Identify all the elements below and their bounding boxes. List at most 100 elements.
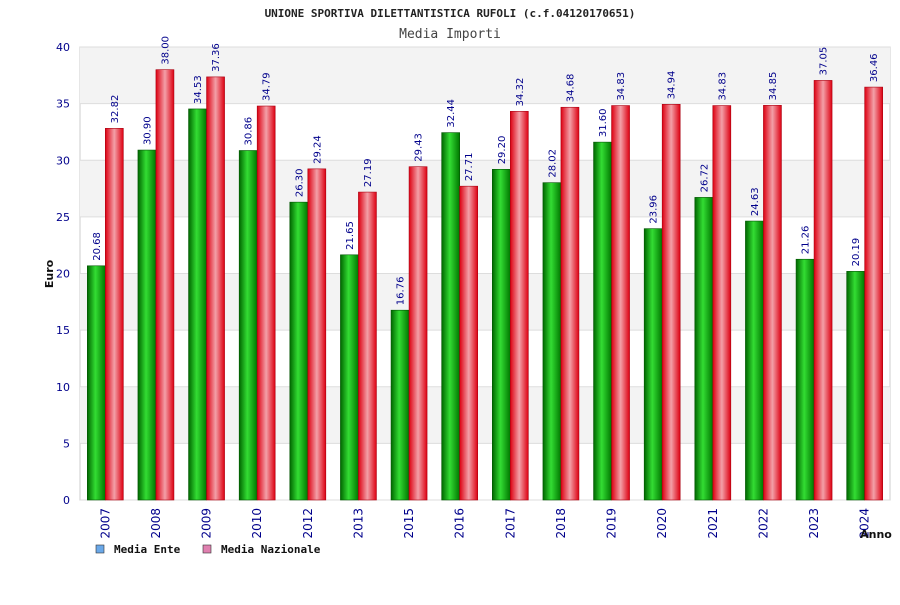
bar-media-nazionale — [206, 76, 225, 501]
bar-value-label: 36.46 — [869, 53, 880, 82]
chart-title: UNIONE SPORTIVA DILETTANTISTICA RUFOLI (… — [265, 7, 636, 20]
y-axis-label: Euro — [43, 259, 56, 288]
legend-label-media-nazionale: Media Nazionale — [221, 543, 321, 556]
y-tick-label: 20 — [56, 268, 70, 281]
y-tick-label: 10 — [56, 381, 70, 394]
bar-media-nazionale — [712, 105, 732, 501]
bar-value-label: 29.24 — [312, 135, 323, 164]
bar-media-nazionale — [459, 185, 478, 501]
bar-media-nazionale — [661, 104, 681, 501]
legend-swatch-media-nazionale — [202, 544, 212, 554]
bars — [87, 69, 883, 501]
bar-media-ente — [643, 228, 663, 501]
x-tick-label: 2008 — [149, 508, 163, 539]
bar-media-nazionale — [256, 105, 276, 501]
bar-value-label: 28.02 — [547, 149, 558, 178]
bar-value-label: 34.94 — [667, 71, 678, 100]
y-tick-label: 30 — [56, 154, 70, 167]
bar-media-nazionale — [510, 111, 529, 501]
bar-value-label: 34.53 — [193, 75, 204, 104]
bar-value-label: 37.36 — [211, 43, 222, 72]
bar-media-ente — [795, 258, 815, 501]
bar-media-nazionale — [307, 168, 327, 501]
x-tick-label: 2009 — [200, 508, 214, 539]
x-tick-label: 2019 — [605, 508, 619, 539]
bar-media-ente — [593, 141, 612, 501]
bar-media-ente — [846, 271, 865, 501]
bar-value-label: 30.90 — [142, 116, 153, 145]
x-tick-label: 2021 — [706, 508, 720, 539]
bar-media-nazionale — [611, 105, 630, 501]
bar-value-label: 21.26 — [801, 226, 812, 255]
bar-media-nazionale — [155, 69, 175, 501]
x-tick-label: 2023 — [807, 508, 821, 539]
y-tick-label: 40 — [56, 41, 70, 54]
bar-value-label: 16.76 — [396, 277, 407, 306]
x-axis-label: Anno — [860, 528, 892, 541]
bar-media-nazionale — [105, 128, 124, 501]
bar-value-label: 38.00 — [160, 36, 171, 65]
bar-media-nazionale — [813, 80, 833, 501]
bar-value-label: 34.68 — [565, 74, 576, 103]
bar-media-nazionale — [560, 106, 580, 501]
x-axis-ticks: 2007 2008 2009 2010 2012 2013 2015 2016 2017 2018… — [98, 508, 871, 539]
bar-media-ente — [492, 169, 511, 501]
legend-swatch-media-ente — [95, 544, 105, 554]
x-tick-label: 2013 — [351, 508, 365, 539]
bar-media-ente — [289, 201, 309, 501]
bar-value-label: 34.85 — [768, 72, 779, 101]
bar-value-label: 20.19 — [851, 238, 862, 267]
bar-media-ente — [745, 220, 764, 501]
bar-media-ente — [188, 108, 207, 501]
bar-media-ente — [694, 197, 714, 501]
y-axis-ticks: 0 5 10 15 20 25 30 35 40 — [56, 41, 70, 507]
bar-value-label: 21.65 — [345, 221, 356, 250]
x-tick-label: 2017 — [503, 508, 517, 539]
bar-value-label: 26.72 — [699, 164, 710, 193]
x-tick-label: 2015 — [402, 508, 416, 539]
bar-value-label: 30.86 — [244, 117, 255, 146]
bar-value-label: 20.68 — [92, 232, 103, 261]
bar-value-label: 26.30 — [294, 169, 305, 198]
y-tick-label: 25 — [56, 211, 70, 224]
bar-media-ente — [137, 149, 157, 501]
bar-value-label: 37.05 — [819, 47, 830, 76]
bar-labels: 20.68 32.82 30.90 38.00 34.53 37.36 30.86 34.79… — [92, 36, 880, 305]
bar-value-label: 29.20 — [497, 136, 508, 165]
bar-media-ente — [542, 182, 562, 501]
bar-media-ente — [441, 132, 460, 501]
bar-value-label: 31.60 — [598, 108, 609, 137]
bar-value-label: 34.83 — [616, 72, 627, 101]
bar-value-label: 32.44 — [446, 99, 457, 128]
x-tick-label: 2016 — [453, 508, 467, 539]
bar-value-label: 27.71 — [464, 153, 475, 182]
bar-value-label: 34.83 — [717, 72, 728, 101]
bar-media-ente — [87, 265, 106, 501]
y-tick-label: 35 — [56, 98, 70, 111]
legend: Media Ente Media Nazionale — [95, 543, 321, 556]
bar-media-ente — [390, 309, 410, 501]
legend-label-media-ente: Media Ente — [114, 543, 181, 556]
bar-media-nazionale — [408, 166, 428, 501]
x-tick-label: 2010 — [250, 508, 264, 539]
x-tick-label: 2012 — [301, 508, 315, 539]
bar-value-label: 27.19 — [363, 158, 374, 187]
x-tick-label: 2020 — [655, 508, 669, 539]
bar-value-label: 29.43 — [414, 133, 425, 162]
x-tick-label: 2018 — [554, 508, 568, 539]
bar-value-label: 23.96 — [649, 195, 660, 224]
x-tick-label: 2022 — [756, 508, 770, 539]
y-tick-label: 0 — [63, 494, 70, 507]
bar-media-nazionale — [864, 86, 883, 501]
bar-media-nazionale — [358, 191, 377, 501]
x-tick-label: 2024 — [858, 508, 872, 539]
bar-media-ente — [238, 150, 258, 501]
bar-media-nazionale — [763, 105, 782, 501]
x-tick-label: 2007 — [98, 508, 112, 539]
bar-value-label: 32.82 — [110, 95, 121, 124]
y-tick-label: 15 — [56, 324, 70, 337]
bar-media-ente — [340, 254, 359, 501]
bar-value-label: 34.32 — [515, 78, 526, 107]
